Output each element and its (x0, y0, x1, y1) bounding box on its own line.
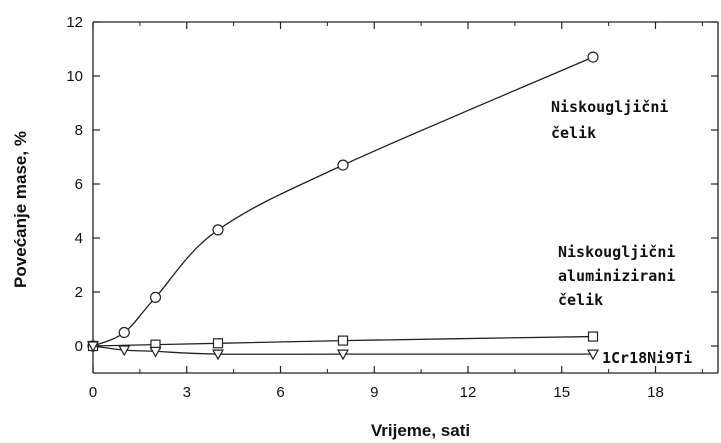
data-point-circle (149, 291, 162, 303)
data-point-circle (212, 224, 224, 236)
series-0 (87, 51, 599, 352)
x-tick-label: 3 (183, 384, 191, 401)
y-tick-label: 4 (75, 230, 83, 247)
y-tick-label: 2 (75, 284, 83, 301)
y-tick-label: 0 (75, 338, 83, 355)
annotation-1-line: čelik (558, 291, 603, 309)
data-point-triangle (586, 349, 600, 361)
series-1 (87, 331, 599, 352)
annotation-2-line: 1Cr18Ni9Ti (602, 349, 692, 367)
x-tick-label: 18 (647, 384, 664, 401)
data-point-triangle (336, 349, 350, 361)
data-point-square (212, 338, 224, 349)
y-axis-title: Povećanje mase, % (11, 131, 30, 288)
series-line-0 (92, 56, 594, 347)
data-point-square (587, 331, 599, 342)
x-tick-label: 12 (460, 384, 477, 401)
annotation-1-line: aluminizirani (558, 267, 675, 285)
annotations: Niskougljični čelik Niskougljični aluminizi… (551, 98, 692, 367)
x-tick-label: 15 (553, 384, 570, 401)
annotation-0-line: čelik (551, 124, 596, 142)
tick-labels: 0 3 6 9 12 15 18 0 2 4 6 8 10 12 (66, 14, 664, 401)
y-tick-label: 8 (75, 122, 83, 139)
series-2 (86, 341, 600, 361)
x-tick-label: 9 (370, 384, 378, 401)
data-point-circle (118, 326, 130, 339)
data-point-circle (587, 51, 599, 63)
annotation-1-line: Niskougljični (558, 243, 675, 261)
axes (92, 21, 719, 374)
x-tick-label: 0 (89, 384, 97, 401)
data-point-square (337, 335, 349, 346)
data-point-circle (337, 159, 349, 171)
x-axis-title: Vrijeme, sati (371, 421, 470, 440)
data-point-triangle (86, 341, 100, 353)
y-tick-label: 6 (75, 176, 83, 193)
data-point-triangle (211, 349, 225, 361)
annotation-0-line: Niskougljični (551, 98, 668, 116)
series-group (86, 51, 600, 361)
y-tick-label: 10 (66, 68, 83, 85)
y-tick-label: 12 (66, 14, 83, 31)
x-tick-label: 6 (276, 384, 284, 401)
data-point-triangle (149, 346, 162, 358)
data-point-triangle (118, 345, 131, 357)
